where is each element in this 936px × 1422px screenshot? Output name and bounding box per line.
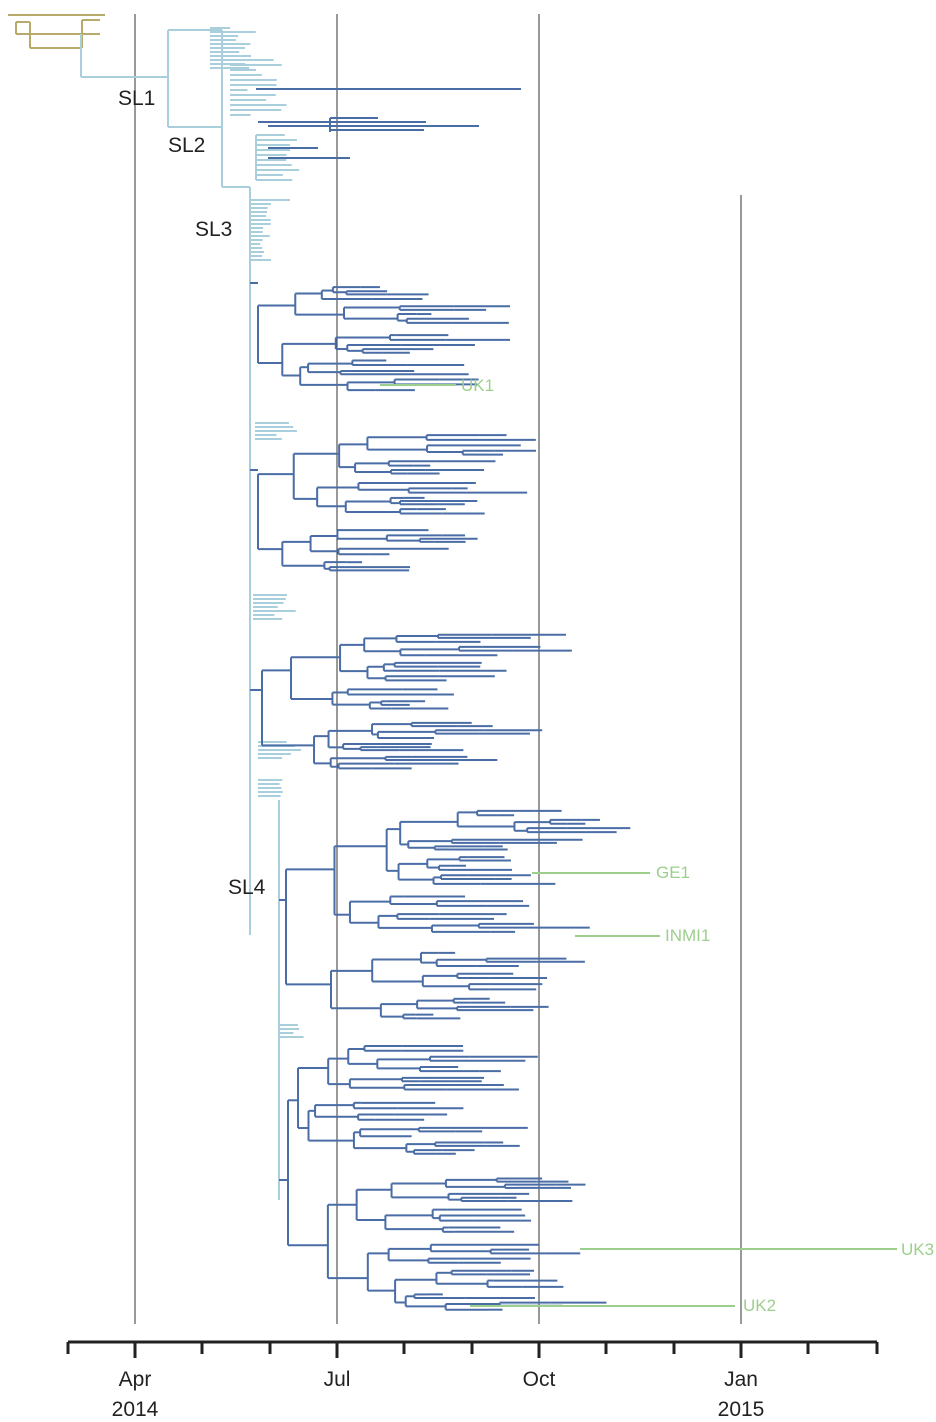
- tip-label-ge1: GE1: [656, 863, 690, 882]
- phylogenetic-tree: [8, 14, 897, 1311]
- clade-label-sl2: SL2: [168, 134, 205, 157]
- tip-label-uk1: UK1: [461, 376, 494, 395]
- tick-year-2014: 2014: [112, 1398, 159, 1421]
- clade-label-sl3: SL3: [195, 218, 232, 241]
- tick-label-apr: Apr: [119, 1368, 152, 1391]
- tick-label-jul: Jul: [324, 1368, 351, 1391]
- time-axis: Apr 2014 Jul Oct Jan 2015: [66, 1340, 879, 1421]
- highlight-tip-labels: UK1 GE1 INMI1 UK3 UK2: [461, 376, 934, 1315]
- clade-labels: SL1 SL2 SL3 SL4: [118, 87, 266, 899]
- clade-label-sl1: SL1: [118, 87, 155, 110]
- axis-ticks: [66, 1342, 879, 1358]
- tick-year-2015: 2015: [718, 1398, 765, 1421]
- tick-label-oct: Oct: [523, 1368, 556, 1391]
- clade-label-sl4: SL4: [228, 876, 266, 899]
- tick-label-jan: Jan: [724, 1368, 758, 1391]
- tip-label-uk2: UK2: [743, 1296, 776, 1315]
- tip-label-inmi1: INMI1: [665, 926, 710, 945]
- tip-label-uk3: UK3: [901, 1240, 934, 1259]
